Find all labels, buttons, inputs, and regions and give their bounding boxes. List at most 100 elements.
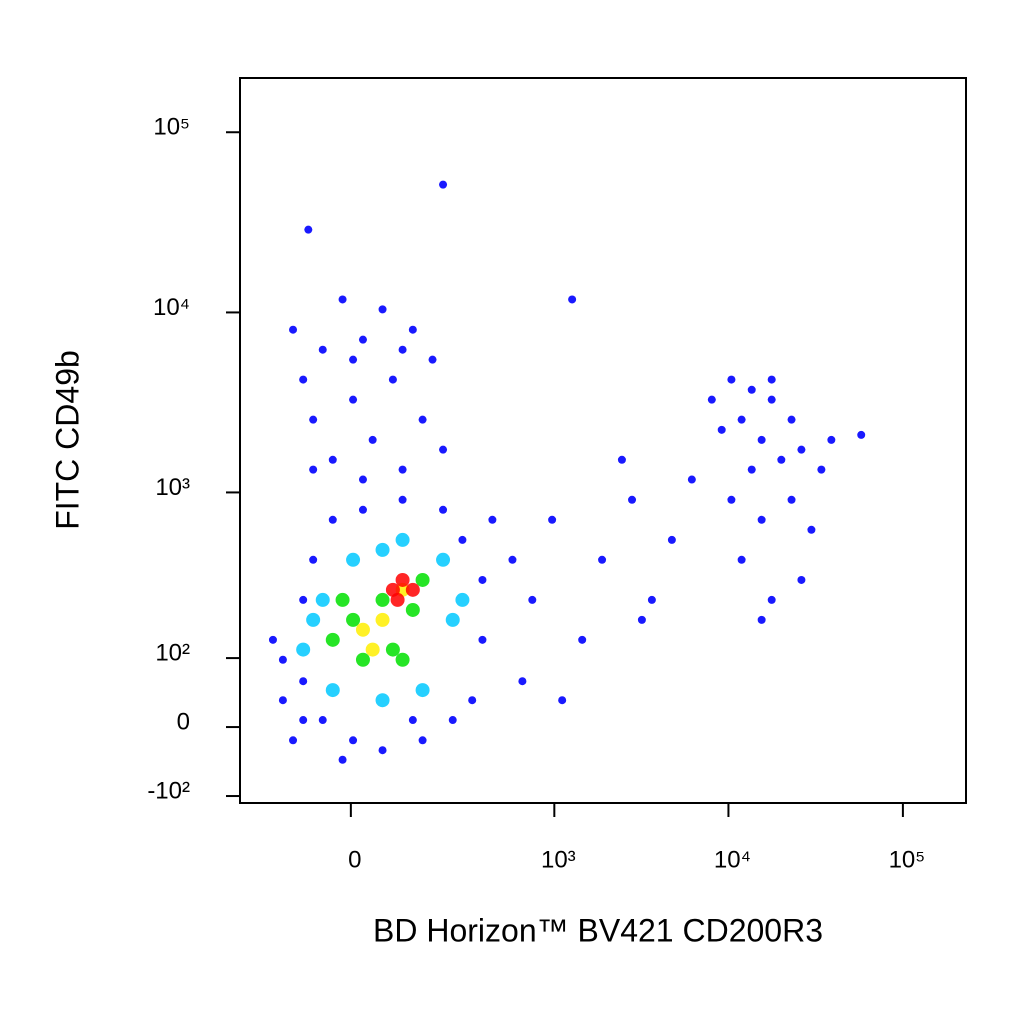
point: [368, 435, 377, 444]
point: [707, 395, 716, 404]
point: [408, 325, 417, 334]
point: [767, 375, 776, 384]
point: [325, 683, 340, 698]
point: [747, 465, 756, 474]
point: [365, 642, 380, 657]
point: [439, 505, 448, 514]
point: [304, 225, 313, 234]
point: [338, 295, 347, 304]
point: [378, 746, 387, 755]
point: [299, 595, 308, 604]
point: [355, 652, 370, 667]
point: [727, 495, 736, 504]
x-tick-label: 0: [348, 846, 361, 873]
point: [375, 592, 390, 607]
point: [405, 602, 420, 617]
point: [309, 555, 318, 564]
point: [408, 716, 417, 725]
point: [299, 375, 308, 384]
point: [767, 395, 776, 404]
point: [445, 612, 460, 627]
point: [278, 696, 287, 705]
point: [637, 615, 646, 624]
point: [518, 677, 527, 686]
point: [415, 572, 430, 587]
point: [349, 355, 358, 364]
point: [767, 595, 776, 604]
point: [328, 455, 337, 464]
point: [787, 415, 796, 424]
point: [346, 552, 361, 567]
point: [797, 575, 806, 584]
point: [478, 635, 487, 644]
point: [355, 622, 370, 637]
point: [318, 345, 327, 354]
point: [325, 632, 340, 647]
point: [468, 696, 477, 705]
point: [418, 736, 427, 745]
point: [395, 532, 410, 547]
point: [439, 180, 448, 189]
point: [278, 655, 287, 664]
point: [415, 683, 430, 698]
point: [385, 642, 400, 657]
point: [827, 435, 836, 444]
point: [528, 595, 537, 604]
point: [598, 555, 607, 564]
point: [807, 525, 816, 534]
y-tick-label: -10²: [147, 777, 190, 804]
point: [375, 542, 390, 557]
point: [418, 415, 427, 424]
point: [727, 375, 736, 384]
point: [358, 505, 367, 514]
point: [405, 582, 420, 597]
y-tick-label: 10³: [155, 474, 190, 501]
point: [777, 455, 786, 464]
point: [299, 716, 308, 725]
point: [428, 355, 437, 364]
y-tick-label: 10²: [155, 639, 190, 666]
point: [628, 495, 637, 504]
y-tick-label: 0: [177, 708, 190, 735]
y-axis-label: FITC CD49b: [49, 350, 85, 530]
point: [488, 515, 497, 524]
point: [378, 305, 387, 314]
point: [395, 652, 410, 667]
point: [578, 635, 587, 644]
x-tick-label: 10³: [541, 846, 576, 873]
point: [398, 495, 407, 504]
point: [289, 736, 298, 745]
point: [299, 677, 308, 686]
y-tick-label: 10⁴: [153, 294, 190, 321]
point: [306, 612, 321, 627]
point: [318, 716, 327, 725]
x-tick-label: 10⁴: [714, 846, 751, 873]
point: [757, 615, 766, 624]
point: [448, 716, 457, 725]
point: [349, 395, 358, 404]
point: [797, 445, 806, 454]
point: [335, 592, 350, 607]
point: [338, 755, 347, 764]
point: [548, 515, 557, 524]
point: [439, 445, 448, 454]
point: [309, 465, 318, 474]
point: [398, 465, 407, 474]
point: [375, 612, 390, 627]
point: [737, 415, 746, 424]
point: [436, 552, 451, 567]
point: [757, 515, 766, 524]
point: [667, 535, 676, 544]
x-axis-label: BD Horizon™ BV421 CD200R3: [373, 912, 823, 948]
point: [289, 325, 298, 334]
point: [817, 465, 826, 474]
point: [349, 736, 358, 745]
point: [315, 592, 330, 607]
point: [458, 535, 467, 544]
point: [296, 642, 311, 657]
point: [647, 595, 656, 604]
point: [375, 693, 390, 708]
point: [687, 475, 696, 484]
